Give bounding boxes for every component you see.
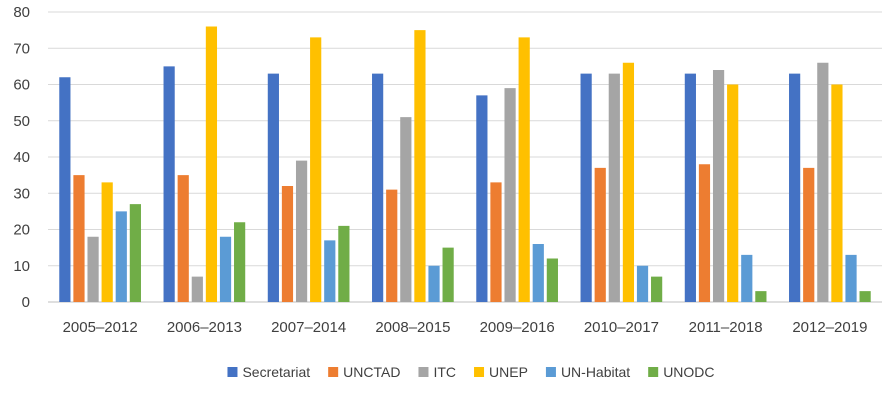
- bar-un-habitat: [741, 254, 753, 302]
- bar-secretariat: [267, 73, 279, 302]
- x-tick-label: 2010–2017: [584, 319, 659, 336]
- bar-unctad: [803, 167, 815, 302]
- bar-itc: [712, 70, 725, 302]
- y-tick-label: 40: [13, 149, 30, 166]
- bar-itc: [817, 62, 829, 302]
- bar-unep: [205, 26, 218, 302]
- bar-unctad: [386, 189, 398, 302]
- legend-label: UNCTAD: [343, 364, 400, 380]
- legend-swatch: [474, 367, 485, 377]
- bar-un-habitat: [219, 236, 232, 302]
- bar-unep: [101, 182, 113, 302]
- bar-unep: [414, 30, 426, 302]
- bar-secretariat: [59, 77, 71, 302]
- legend: Secretariat UNCTAD ITC UNEP UN-Habitat UNODC: [227, 364, 715, 380]
- y-tick-label: 30: [13, 185, 30, 202]
- y-tick-label: 70: [13, 40, 30, 57]
- x-tick-label: 2009–2016: [480, 319, 555, 336]
- y-tick-label: 20: [13, 222, 30, 239]
- legend-swatch: [648, 367, 659, 377]
- bar-un-habitat: [845, 254, 857, 302]
- bar-itc: [87, 236, 99, 302]
- bar-un-habitat: [428, 265, 440, 302]
- bar-unep: [727, 84, 739, 302]
- bars: [59, 26, 871, 302]
- bar-unctad: [177, 175, 189, 302]
- legend-label: ITC: [433, 364, 456, 380]
- bar-unodc: [234, 222, 246, 302]
- y-tick-label: 10: [13, 258, 30, 275]
- bar-un-habitat: [636, 265, 649, 302]
- y-tick-label: 60: [13, 77, 30, 94]
- x-tick-label: 2005–2012: [63, 319, 138, 336]
- bar-secretariat: [476, 95, 488, 302]
- x-tick-label: 2006–2013: [167, 319, 242, 336]
- legend-label: UN-Habitat: [561, 364, 630, 380]
- bar-unctad: [594, 167, 606, 302]
- bar-unodc: [442, 247, 454, 302]
- x-tick-label: 2011–2018: [689, 319, 763, 336]
- legend-swatch: [545, 367, 556, 377]
- bar-secretariat: [372, 73, 384, 302]
- bar-unctad: [698, 164, 711, 302]
- bar-itc: [191, 276, 203, 302]
- bar-unep: [831, 84, 843, 302]
- bar-secretariat: [684, 73, 696, 302]
- y-tick-label: 50: [13, 113, 30, 130]
- bar-unctad: [281, 186, 294, 302]
- bar-unodc: [129, 204, 141, 302]
- bar-unodc: [546, 258, 558, 302]
- bar-unep: [310, 37, 322, 302]
- y-axis-ticks: 0 10 20 30 40 50 60 70 80: [13, 4, 30, 311]
- bar-un-habitat: [532, 244, 544, 302]
- bar-secretariat: [163, 66, 175, 302]
- bar-unodc: [651, 276, 663, 302]
- bar-itc: [400, 117, 412, 302]
- x-tick-label: 2007–2014: [271, 319, 346, 336]
- bar-unodc: [338, 225, 350, 302]
- bar-unctad: [73, 175, 85, 302]
- x-axis-ticks: 2005–2012 2006–2013 2007–2014 2008–2015 2009…: [63, 319, 868, 336]
- bar-unodc: [859, 291, 871, 302]
- bar-unodc: [755, 291, 767, 302]
- bar-unep: [622, 62, 635, 302]
- legend-label: UNODC: [663, 364, 714, 380]
- bar-unctad: [490, 182, 502, 302]
- bar-un-habitat: [115, 211, 127, 302]
- x-tick-label: 2012–2019: [792, 319, 867, 336]
- bar-unep: [518, 37, 530, 302]
- y-tick-label: 80: [13, 4, 30, 21]
- y-tick-label: 0: [22, 294, 30, 311]
- legend-swatch: [227, 367, 238, 377]
- legend-label: Secretariat: [242, 364, 310, 380]
- bar-secretariat: [580, 73, 592, 302]
- legend-swatch: [418, 367, 429, 377]
- legend-swatch: [328, 367, 339, 377]
- legend-label: UNEP: [489, 364, 528, 380]
- x-tick-label: 2008–2015: [375, 319, 450, 336]
- bar-un-habitat: [324, 240, 336, 302]
- bar-itc: [295, 160, 308, 302]
- bar-itc: [608, 73, 620, 302]
- bar-secretariat: [789, 73, 801, 302]
- bar-itc: [504, 88, 516, 302]
